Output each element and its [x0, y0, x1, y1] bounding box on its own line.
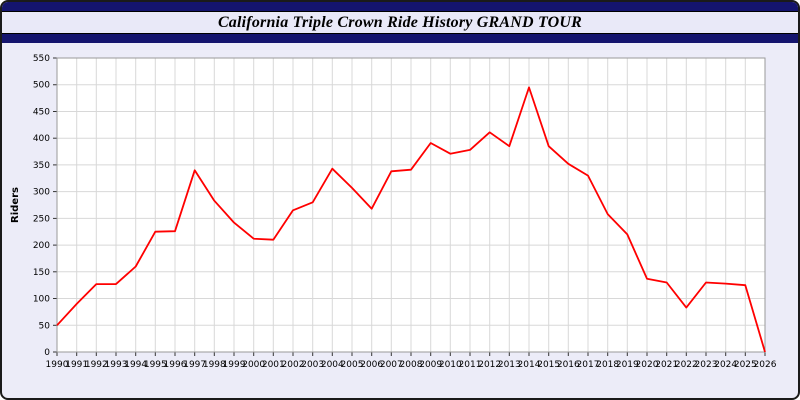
- svg-text:2000: 2000: [242, 360, 265, 370]
- ride-history-chart: 0501001502002503003504004505005501990199…: [10, 54, 777, 370]
- svg-text:2024: 2024: [714, 360, 737, 370]
- svg-text:2001: 2001: [262, 360, 285, 370]
- svg-text:1995: 1995: [144, 360, 167, 370]
- svg-text:1991: 1991: [65, 360, 88, 370]
- svg-text:350: 350: [33, 161, 50, 171]
- svg-text:2004: 2004: [321, 360, 344, 370]
- svg-text:150: 150: [33, 268, 50, 278]
- svg-text:2013: 2013: [498, 360, 521, 370]
- svg-text:2022: 2022: [675, 360, 698, 370]
- page-title: California Triple Crown Ride History GRA…: [217, 13, 583, 31]
- svg-text:500: 500: [33, 81, 50, 91]
- svg-text:1990: 1990: [46, 360, 69, 370]
- svg-text:2006: 2006: [360, 360, 383, 370]
- svg-text:Riders: Riders: [10, 187, 21, 223]
- svg-text:400: 400: [33, 134, 50, 144]
- title-bar-bottom-stripe: [2, 34, 798, 43]
- svg-text:0: 0: [44, 348, 50, 358]
- svg-text:550: 550: [33, 54, 50, 64]
- svg-text:2005: 2005: [341, 360, 364, 370]
- svg-text:2010: 2010: [439, 360, 462, 370]
- svg-text:1996: 1996: [164, 360, 187, 370]
- svg-text:2011: 2011: [459, 360, 482, 370]
- svg-text:1993: 1993: [105, 360, 128, 370]
- svg-text:2016: 2016: [557, 360, 580, 370]
- svg-text:1997: 1997: [183, 360, 206, 370]
- svg-text:1992: 1992: [85, 360, 108, 370]
- svg-text:2008: 2008: [400, 360, 423, 370]
- svg-text:2019: 2019: [616, 360, 639, 370]
- title-band: California Triple Crown Ride History GRA…: [2, 11, 798, 34]
- svg-text:2018: 2018: [596, 360, 619, 370]
- title-bar: California Triple Crown Ride History GRA…: [2, 2, 798, 43]
- svg-text:2023: 2023: [695, 360, 718, 370]
- svg-text:2014: 2014: [518, 360, 541, 370]
- svg-text:2015: 2015: [537, 360, 560, 370]
- svg-text:2026: 2026: [754, 360, 777, 370]
- svg-text:300: 300: [33, 188, 50, 198]
- svg-text:2009: 2009: [419, 360, 442, 370]
- svg-text:2003: 2003: [301, 360, 324, 370]
- svg-text:2021: 2021: [655, 360, 678, 370]
- svg-text:2007: 2007: [380, 360, 403, 370]
- svg-text:2012: 2012: [478, 360, 501, 370]
- svg-text:100: 100: [33, 295, 50, 305]
- svg-text:1999: 1999: [223, 360, 246, 370]
- svg-text:1998: 1998: [203, 360, 226, 370]
- svg-text:2002: 2002: [282, 360, 305, 370]
- svg-text:2020: 2020: [636, 360, 659, 370]
- svg-text:200: 200: [33, 241, 50, 251]
- svg-text:50: 50: [39, 321, 51, 331]
- svg-text:450: 450: [33, 108, 50, 118]
- svg-text:2017: 2017: [577, 360, 600, 370]
- title-bar-top-stripe: [2, 2, 798, 11]
- svg-text:250: 250: [33, 214, 50, 224]
- chart-area: 0 50 100 150 200 250 300 350 400 450 500 550 1990 199…: [2, 43, 798, 398]
- svg-text:1994: 1994: [124, 360, 147, 370]
- svg-text:2025: 2025: [734, 360, 757, 370]
